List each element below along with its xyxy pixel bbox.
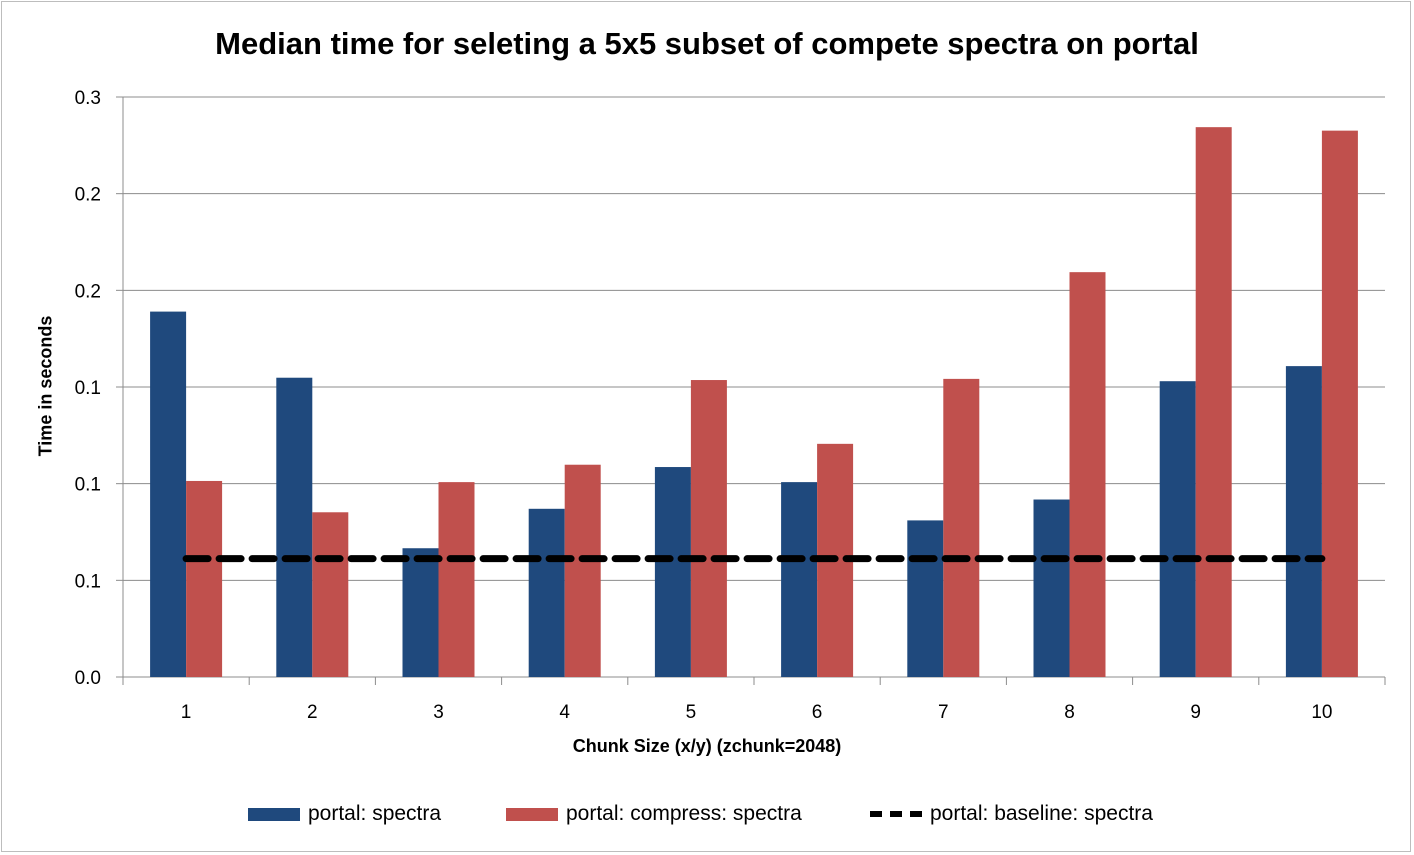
bar-compress-spectra [1196, 127, 1232, 677]
bar-compress-spectra [565, 465, 601, 677]
y-tick-label: 0.2 [75, 185, 101, 206]
x-tick-label: 3 [433, 702, 444, 723]
x-tick-label: 1 [181, 702, 192, 723]
legend-label-spectra: portal: spectra [308, 802, 441, 826]
bar-compress-spectra [186, 481, 222, 677]
legend: portal: spectra portal: compress: spectr… [0, 802, 1414, 832]
y-tick-label: 0.3 [75, 88, 101, 109]
legend-item-baseline: portal: baseline: spectra [870, 802, 1153, 826]
x-tick-label: 10 [1311, 702, 1332, 723]
bar-spectra [781, 482, 817, 677]
legend-swatch-compress [506, 808, 558, 821]
bar-compress-spectra [943, 379, 979, 677]
plot-area: 0.0 0.1 0.1 0.1 0.2 0.2 0.3 1 2 3 4 5 6 7 8 9 10 [0, 0, 1414, 800]
y-tick-label: 0.1 [75, 378, 101, 399]
y-tick-label: 0.2 [75, 281, 101, 302]
bar-compress-spectra [312, 512, 348, 677]
legend-swatch-spectra [248, 808, 300, 821]
legend-item-spectra: portal: spectra [248, 802, 441, 826]
legend-label-compress: portal: compress: spectra [566, 802, 802, 826]
y-tick-label: 0.0 [75, 668, 101, 689]
bar-spectra [655, 467, 691, 677]
y-tick-label: 0.1 [75, 475, 101, 496]
x-tick-label: 9 [1190, 702, 1201, 723]
legend-item-compress: portal: compress: spectra [506, 802, 802, 826]
x-tick-label: 5 [686, 702, 697, 723]
bar-spectra [1160, 381, 1196, 677]
x-tick-label: 8 [1064, 702, 1075, 723]
legend-label-baseline: portal: baseline: spectra [930, 802, 1153, 826]
x-tick-label: 2 [307, 702, 318, 723]
bar-compress-spectra [439, 482, 475, 677]
bar-compress-spectra [691, 380, 727, 677]
bar-compress-spectra [1070, 272, 1106, 677]
bar-spectra [276, 378, 312, 677]
x-tick-label: 7 [938, 702, 949, 723]
x-tick-label: 6 [812, 702, 823, 723]
bar-spectra [1286, 366, 1322, 677]
legend-swatch-baseline [870, 811, 922, 817]
bar-spectra [403, 548, 439, 677]
bar-spectra [907, 520, 943, 677]
x-tick-label: 4 [559, 702, 570, 723]
bar-spectra [150, 312, 186, 677]
bar-compress-spectra [1322, 131, 1358, 677]
y-tick-label: 0.1 [75, 571, 101, 592]
bar-spectra [529, 509, 565, 677]
bar-spectra [1034, 500, 1070, 677]
